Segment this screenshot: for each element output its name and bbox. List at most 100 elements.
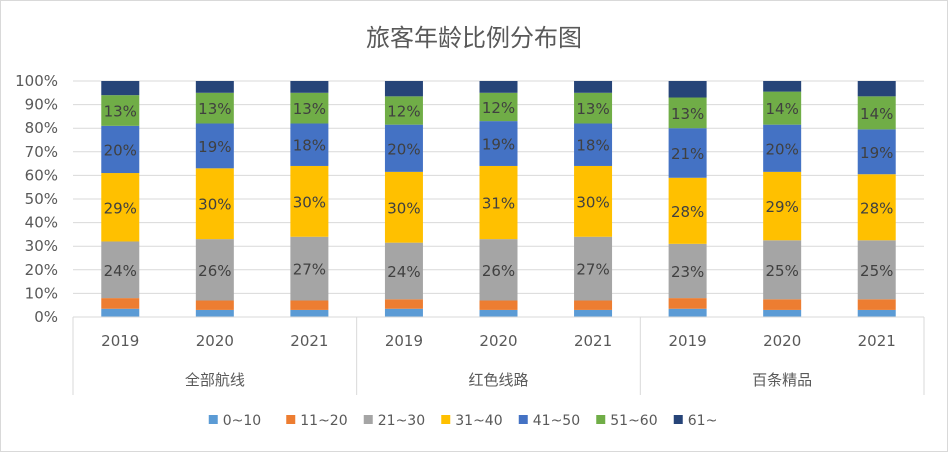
legend-swatch (596, 415, 606, 424)
x-tick-label: 2019 (669, 332, 707, 350)
data-label: 13% (671, 105, 704, 123)
bar-segment (857, 299, 896, 310)
bar-segment (479, 81, 518, 93)
data-label: 13% (293, 100, 326, 118)
legend-swatch (208, 415, 218, 424)
bar-segment (763, 240, 802, 300)
data-label: 19% (482, 136, 515, 154)
y-tick-label: 60% (25, 166, 58, 184)
bar-segment (668, 81, 707, 98)
legend-swatch (286, 415, 296, 424)
bar-segment (101, 125, 140, 174)
data-label: 29% (104, 199, 137, 217)
data-label: 20% (387, 140, 420, 158)
data-label: 12% (482, 99, 515, 117)
x-tick-label: 2021 (290, 332, 328, 350)
data-label: 28% (860, 199, 893, 217)
data-label: 13% (104, 103, 137, 121)
bar-segment (195, 92, 234, 124)
bar-segment (195, 309, 234, 317)
bar-segment (857, 309, 896, 317)
y-tick-label: 40% (25, 214, 58, 232)
x-axis: 2019 2020 2021 全部航线 2019 2020 2021 红色线路 2019 2020… (72, 316, 925, 395)
data-label: 31% (482, 195, 515, 213)
bar-segment (195, 123, 234, 169)
x-tick-label: 2021 (858, 332, 896, 350)
x-group-label: 红色线路 (468, 371, 528, 389)
bar-segment (857, 240, 896, 300)
x-tick-label: 2019 (385, 332, 423, 350)
x-group-label: 百条精品 (752, 371, 812, 389)
legend: 0~10 11~20 21~30 31~40 41~50 51~60 61~ (208, 413, 717, 429)
legend-label: 21~30 (378, 413, 425, 429)
bar-segment (290, 300, 329, 310)
y-tick-label: 90% (25, 96, 58, 114)
data-label: 27% (576, 261, 609, 279)
y-tick-label: 30% (25, 237, 58, 255)
data-label: 24% (387, 263, 420, 281)
data-label: 20% (765, 140, 798, 158)
bar-segment (195, 300, 234, 310)
data-label: 29% (765, 198, 798, 216)
data-label: 30% (576, 193, 609, 211)
data-label: 13% (198, 100, 231, 118)
bar-segment (763, 309, 802, 317)
bar-segment (479, 165, 518, 240)
data-label: 27% (293, 261, 326, 279)
legend-label: 0~10 (223, 413, 261, 429)
bar-segment (195, 168, 234, 240)
bar-segment (857, 129, 896, 175)
bar-segment (574, 300, 613, 310)
data-label: 25% (860, 262, 893, 280)
bar-segment (384, 124, 423, 172)
bar-segment (857, 174, 896, 241)
bar-segment (195, 81, 234, 93)
bar-segment (668, 128, 707, 178)
bar-segment (763, 91, 802, 125)
data-label: 14% (765, 100, 798, 118)
bar-segment (290, 81, 329, 93)
bar-segment (290, 123, 329, 166)
x-group-label: 全部航线 (185, 371, 245, 389)
data-label: 30% (198, 196, 231, 214)
x-tick-label: 2020 (196, 332, 234, 350)
bar-segment (857, 96, 896, 130)
bar-segment (763, 299, 802, 310)
bar-segment (384, 171, 423, 243)
bar-segment (763, 124, 802, 172)
bar-segment (479, 239, 518, 301)
data-label: 30% (293, 193, 326, 211)
y-axis-tick-labels: 0% 10% 20% 30% 40% 50% 60% 70% 80% 90% 100% (15, 72, 58, 326)
bar-segment (101, 95, 140, 126)
bar-segment (101, 308, 140, 317)
bar-segment (290, 165, 329, 237)
legend-label: 11~20 (300, 413, 347, 429)
y-tick-label: 50% (25, 190, 58, 208)
x-tick-label: 2020 (763, 332, 801, 350)
data-label: 21% (671, 145, 704, 163)
legend-swatch (518, 415, 528, 424)
bar-segment (479, 300, 518, 310)
chart-title: 旅客年龄比例分布图 (366, 24, 582, 52)
y-tick-label: 70% (25, 143, 58, 161)
data-label: 26% (482, 262, 515, 280)
data-label: 26% (198, 262, 231, 280)
bar-segment (479, 121, 518, 166)
bar-segment (763, 171, 802, 241)
data-label: 20% (104, 141, 137, 159)
data-label: 19% (860, 144, 893, 162)
data-label: 30% (387, 199, 420, 217)
data-label: 19% (198, 138, 231, 156)
bar-segment (101, 81, 140, 96)
bar-segment (384, 299, 423, 309)
legend-label: 31~40 (455, 413, 502, 429)
legend-swatch (363, 415, 373, 424)
legend-label: 41~50 (533, 413, 580, 429)
y-tick-label: 0% (34, 308, 58, 326)
bar-segment (574, 236, 613, 301)
bar-segment (574, 123, 613, 166)
bar-segment (195, 239, 234, 301)
bar-segment (290, 236, 329, 301)
data-label: 14% (860, 105, 893, 123)
bar-segment (479, 309, 518, 317)
